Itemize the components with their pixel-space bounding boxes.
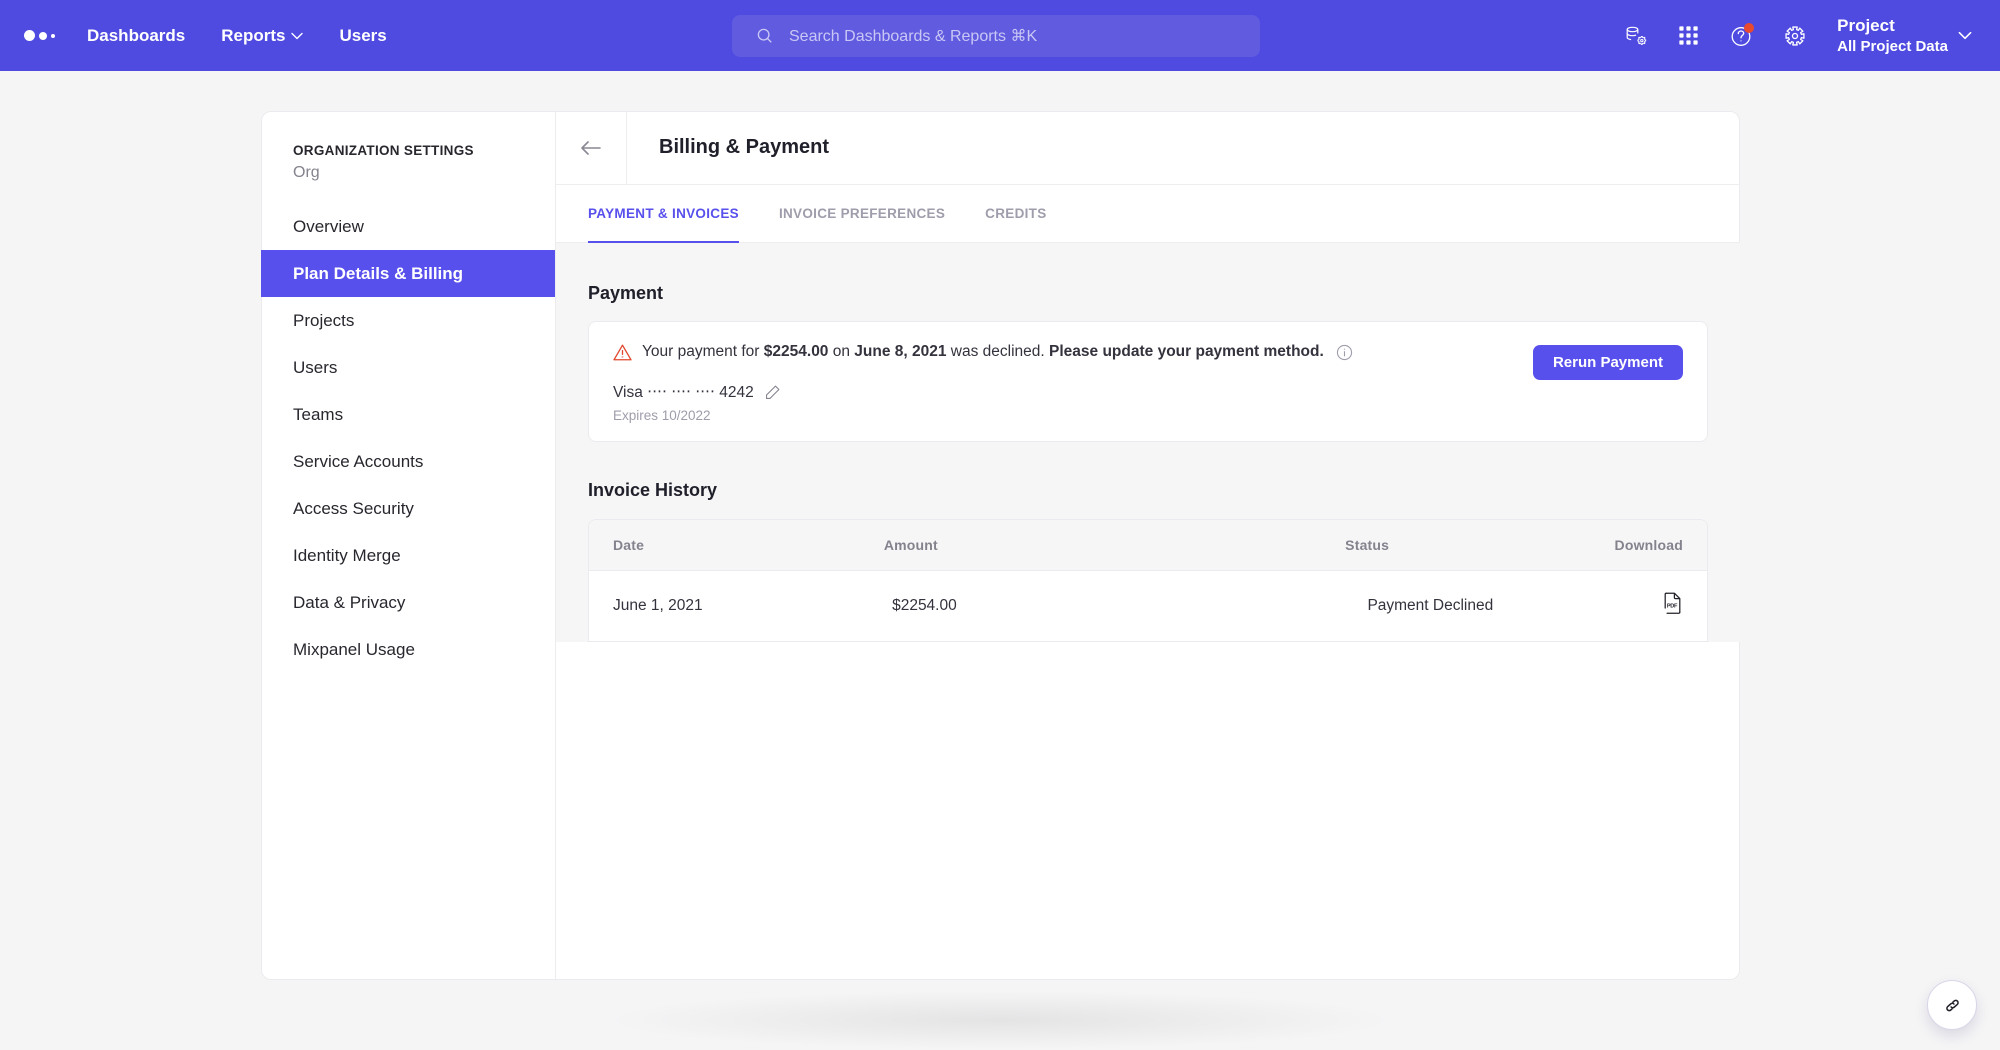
svg-text:PDF: PDF (1667, 603, 1678, 609)
